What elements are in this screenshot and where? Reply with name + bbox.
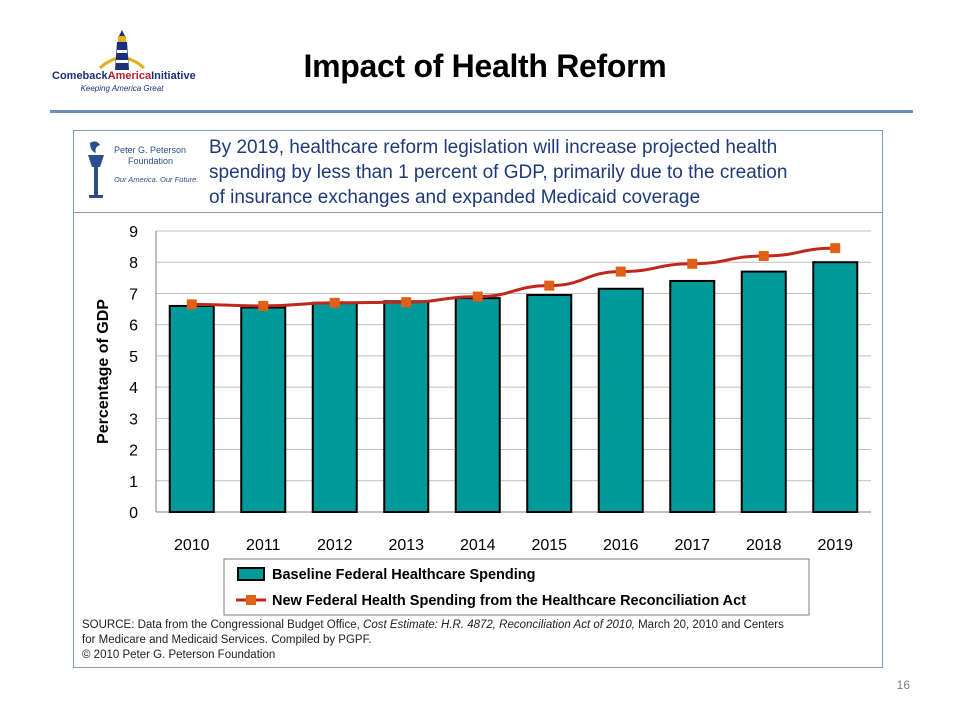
chart-frame: Peter G. Peterson Foundation Our America… bbox=[73, 130, 883, 668]
x-tick-label: 2011 bbox=[246, 537, 281, 554]
torch-icon bbox=[88, 141, 104, 198]
line-marker-2011 bbox=[258, 300, 269, 311]
lighthouse-icon bbox=[98, 30, 146, 70]
legend-swatch-marker bbox=[246, 595, 256, 605]
y-tick-label: 5 bbox=[129, 349, 138, 366]
y-tick-label: 4 bbox=[129, 380, 138, 397]
y-tick-label: 9 bbox=[129, 224, 138, 241]
line-marker-2013 bbox=[401, 297, 412, 308]
legend-label-baseline: Baseline Federal Healthcare Spending bbox=[272, 567, 536, 583]
x-tick-label: 2019 bbox=[817, 537, 853, 554]
series-line-reform bbox=[191, 246, 836, 308]
bar-2015 bbox=[526, 294, 573, 513]
line-marker-2017 bbox=[687, 258, 698, 269]
bar-2019 bbox=[812, 261, 859, 513]
bar-2014 bbox=[454, 297, 501, 513]
line-marker-2019 bbox=[830, 243, 841, 254]
legend-swatch-bar bbox=[237, 567, 265, 581]
legend-box bbox=[223, 558, 810, 616]
bar-2013 bbox=[383, 300, 430, 513]
y-tick-label: 3 bbox=[129, 411, 138, 428]
comeback-america-logo: ComebackAmericaInitiative Keeping Americ… bbox=[52, 30, 196, 100]
chart-headline: By 2019, healthcare reform legislation w… bbox=[209, 137, 788, 208]
cai-tagline: Keeping America Great bbox=[80, 84, 164, 93]
pgpf-motto: Our America. Our Future. bbox=[114, 175, 199, 184]
cai-wordmark: ComebackAmericaInitiative bbox=[52, 70, 196, 82]
y-tick-label: 2 bbox=[129, 443, 138, 460]
pgpf-name: Peter G. Peterson Foundation bbox=[114, 145, 187, 166]
y-tick-label: 1 bbox=[129, 474, 138, 491]
legend-label-reform: New Federal Health Spending from the Hea… bbox=[272, 593, 746, 609]
x-tick-label: 2010 bbox=[174, 537, 210, 554]
line-marker-2014 bbox=[472, 291, 483, 302]
bar-2011 bbox=[240, 306, 287, 513]
header-divider bbox=[50, 110, 913, 113]
x-tick-label: 2014 bbox=[460, 537, 496, 554]
y-tick-label: 0 bbox=[129, 505, 138, 522]
line-marker-2016 bbox=[615, 266, 626, 277]
line-marker-2010 bbox=[186, 299, 197, 310]
peterson-foundation-logo: Peter G. Peterson Foundation Our America… bbox=[80, 139, 200, 203]
line-marker-2018 bbox=[758, 250, 769, 261]
page-number: 16 bbox=[896, 678, 910, 692]
y-tick-label: 8 bbox=[129, 255, 138, 272]
x-tick-label: 2017 bbox=[674, 537, 710, 554]
x-tick-label: 2016 bbox=[603, 537, 639, 554]
source-note: SOURCE: Data from the Congressional Budg… bbox=[82, 619, 784, 661]
headline-box: Peter G. Peterson Foundation Our America… bbox=[74, 131, 882, 213]
x-tick-label: 2013 bbox=[388, 537, 424, 554]
bar-2017 bbox=[669, 279, 716, 513]
slide-title: Impact of Health Reform bbox=[303, 48, 667, 84]
bar-2016 bbox=[597, 287, 644, 513]
line-marker-2015 bbox=[544, 280, 555, 291]
x-tick-label: 2012 bbox=[317, 537, 353, 554]
y-axis-label: Percentage of GDP bbox=[95, 299, 112, 444]
y-tick-label: 6 bbox=[129, 318, 138, 335]
line-marker-2012 bbox=[329, 297, 340, 308]
x-tick-label: 2015 bbox=[531, 537, 567, 554]
bar-2012 bbox=[311, 301, 358, 513]
bar-2010 bbox=[168, 304, 215, 513]
y-tick-label: 7 bbox=[129, 286, 138, 303]
bar-2018 bbox=[740, 270, 787, 513]
health-spending-chart: 0 1 2 3 4 5 6 7 8 9 Percentage of GDP 2010 2011 2012 2… bbox=[95, 224, 871, 616]
x-tick-label: 2018 bbox=[746, 537, 782, 554]
